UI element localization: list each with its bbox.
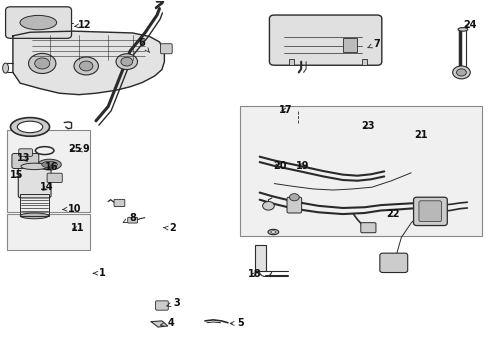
Text: 5: 5 [230,319,245,328]
Bar [20,194,49,216]
Circle shape [116,54,138,69]
Bar [343,38,357,51]
Text: 18: 18 [247,269,261,279]
Text: 19: 19 [296,161,310,171]
FancyBboxPatch shape [5,7,72,39]
FancyBboxPatch shape [419,201,441,222]
Text: 25: 25 [68,144,82,154]
Text: 13: 13 [18,153,31,163]
Text: 8: 8 [123,213,136,222]
Text: 20: 20 [273,161,287,171]
Circle shape [290,194,299,201]
Text: 11: 11 [71,224,85,233]
FancyBboxPatch shape [160,44,172,54]
Circle shape [453,66,470,79]
Bar [362,59,367,64]
Bar [7,214,90,250]
Bar [289,59,294,64]
Ellipse shape [2,63,8,73]
Circle shape [74,57,98,75]
FancyBboxPatch shape [156,301,168,310]
Ellipse shape [38,159,61,170]
FancyBboxPatch shape [380,253,408,273]
Text: 17: 17 [279,105,293,115]
Circle shape [35,58,50,69]
Ellipse shape [10,118,49,136]
Circle shape [457,69,466,76]
Text: 21: 21 [415,130,428,140]
Circle shape [28,53,56,73]
Ellipse shape [21,163,48,170]
Text: 22: 22 [386,209,400,219]
Text: 15: 15 [10,170,23,180]
Text: 16: 16 [45,162,59,172]
Text: 12: 12 [75,20,92,30]
FancyBboxPatch shape [114,199,125,207]
FancyBboxPatch shape [18,165,51,198]
Ellipse shape [42,161,57,168]
Text: 10: 10 [63,204,82,214]
Circle shape [79,61,93,71]
Text: 7: 7 [368,39,380,49]
Circle shape [263,202,274,210]
Ellipse shape [268,229,279,235]
Bar [240,107,482,235]
Text: 14: 14 [40,182,54,192]
Text: 6: 6 [138,38,149,52]
Text: 24: 24 [463,20,476,30]
Ellipse shape [20,213,49,219]
Circle shape [121,57,133,66]
Text: 2: 2 [164,224,176,233]
Bar [7,130,90,212]
Text: 1: 1 [93,268,106,278]
FancyBboxPatch shape [361,223,376,233]
Text: 3: 3 [167,298,180,308]
FancyBboxPatch shape [47,173,62,183]
FancyBboxPatch shape [19,149,32,156]
FancyBboxPatch shape [128,217,138,223]
FancyBboxPatch shape [414,197,447,226]
Text: 4: 4 [161,319,174,328]
FancyBboxPatch shape [12,153,39,168]
FancyBboxPatch shape [287,197,302,213]
Polygon shape [151,321,168,327]
Text: 23: 23 [362,121,375,131]
Ellipse shape [20,15,57,30]
Polygon shape [13,31,164,95]
Ellipse shape [458,28,468,31]
FancyBboxPatch shape [270,15,382,65]
Bar [255,244,266,271]
Text: 9: 9 [78,144,90,154]
Ellipse shape [271,231,276,233]
Ellipse shape [17,121,43,133]
